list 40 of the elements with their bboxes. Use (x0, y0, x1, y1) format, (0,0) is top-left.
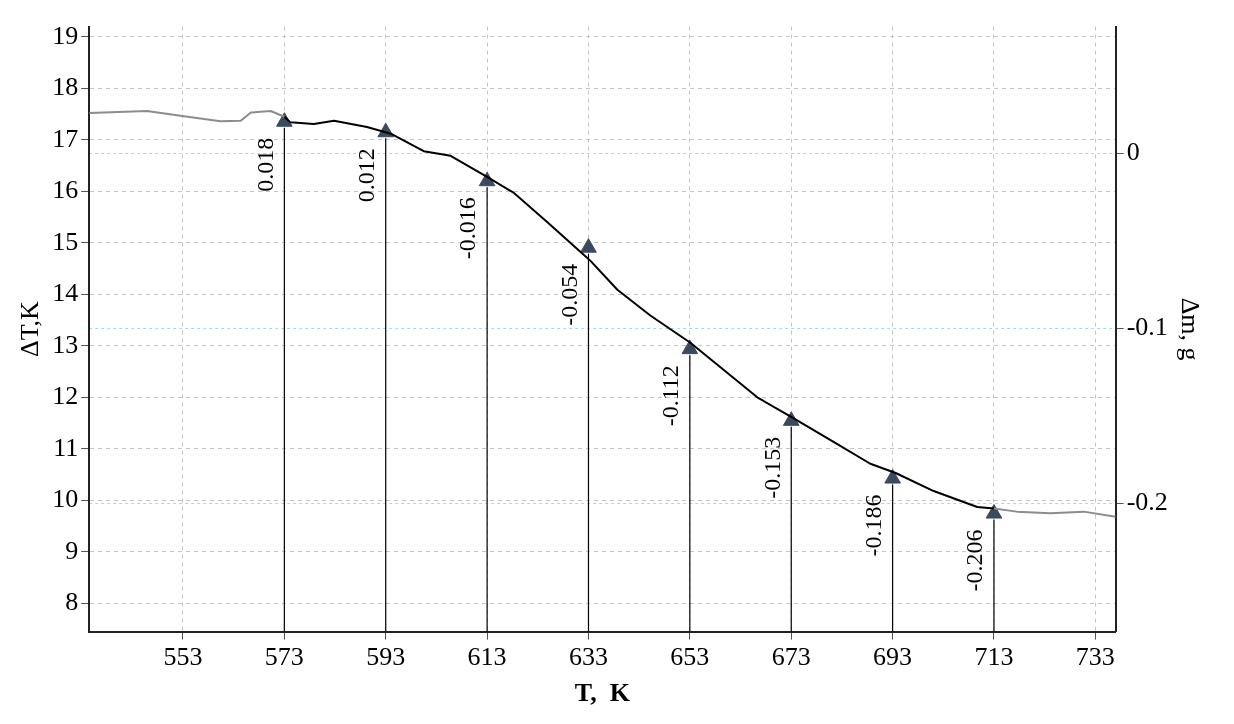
x-tick-label: 713 (974, 642, 1014, 672)
x-tick-label: 613 (467, 642, 507, 672)
x-tick-label: 733 (1075, 642, 1115, 672)
y2-axis-title: Δm, g (1175, 297, 1205, 361)
y-tick-label: 8 (65, 587, 79, 617)
data-label: 0.018 (251, 137, 278, 192)
data-label: -0.186 (859, 494, 886, 557)
y-tick-label: 16 (52, 175, 79, 205)
data-label: -0.054 (555, 263, 582, 326)
y-tick-label: 18 (52, 72, 79, 102)
point (985, 504, 1003, 519)
x-tick-label: 693 (873, 642, 913, 672)
y-tick-label: 9 (65, 535, 79, 565)
y2-tick-label: -0.1 (1126, 311, 1168, 341)
point (681, 339, 699, 355)
x-tick-label: 633 (568, 642, 608, 672)
y-axis-title: ΔT,K (15, 300, 45, 358)
x-tick-label: 573 (264, 642, 304, 672)
x-axis-title: T, K (574, 678, 631, 708)
data-label: -0.153 (758, 436, 785, 499)
y-tick-label: 14 (52, 278, 79, 308)
x-tick-label: 593 (366, 642, 406, 672)
y2-tick-label: 0 (1126, 137, 1140, 167)
y-tick-label: 17 (52, 123, 79, 153)
y-tick-label: 13 (52, 329, 79, 359)
point (580, 238, 597, 253)
data-label: 0.012 (353, 148, 380, 203)
y-tick-label: 15 (52, 226, 79, 256)
y-tick-label: 12 (52, 381, 79, 411)
data-label: -0.112 (657, 365, 684, 427)
y-tick-label: 19 (52, 20, 79, 50)
data-label: -0.206 (961, 529, 988, 592)
y2-tick-label: -0.2 (1126, 486, 1168, 516)
x-tick-label: 553 (163, 642, 203, 672)
data-label: -0.016 (454, 197, 481, 260)
x-tick-label: 673 (771, 642, 811, 672)
y-tick-label: 11 (53, 432, 79, 462)
y-tick-label: 10 (52, 484, 79, 514)
x-tick-label: 653 (670, 642, 710, 672)
point (884, 469, 901, 484)
